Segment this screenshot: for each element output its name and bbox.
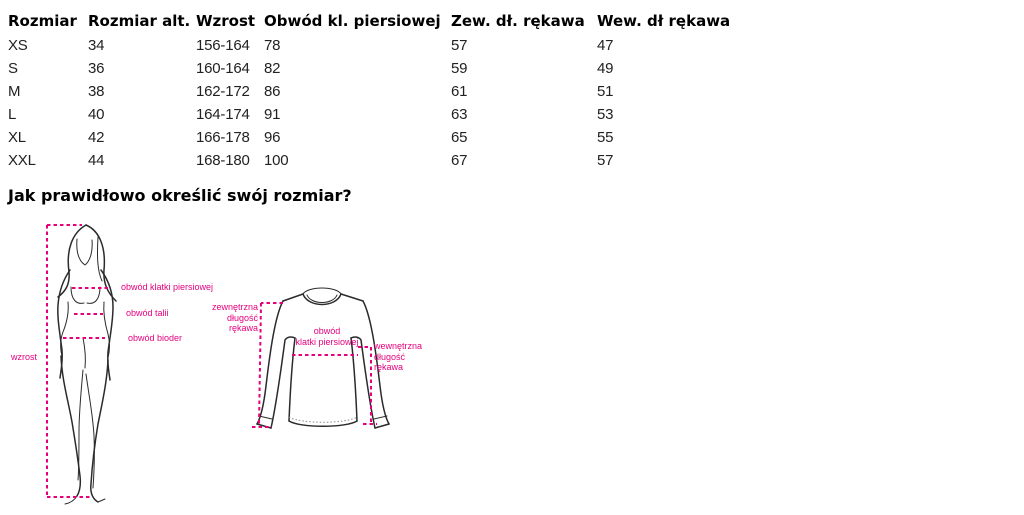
size-value: S xyxy=(8,60,18,77)
column-header-size: Rozmiar xyxy=(8,12,77,30)
size-value: XL xyxy=(8,129,26,146)
size-table-header-row: Rozmiar Rozmiar alt. Wzrost Obwód kl. pi… xyxy=(8,8,798,34)
table-row: S 36 160-164 82 59 49 xyxy=(8,57,798,80)
outer-sleeve-label-line: długość xyxy=(226,312,258,323)
inner-sleeve-label: wewnętrzna długość rękawa xyxy=(374,341,422,373)
shirt-chest-label: obwód klatki piersiowej xyxy=(282,326,372,347)
size-value: XXL xyxy=(8,152,36,169)
inner-sleeve-label-line: wewnętrzna xyxy=(374,341,423,351)
table-row: XL 42 166-178 96 65 55 xyxy=(8,126,798,149)
outer-sleeve-measure-line xyxy=(252,302,283,428)
shirt-chest-label-line: obwód xyxy=(313,326,341,336)
height-value: 160-164 xyxy=(196,60,250,77)
waist-measure-label: obwód talii xyxy=(126,308,169,318)
chest-value: 91 xyxy=(264,106,281,123)
column-header-height: Wzrost xyxy=(196,12,256,30)
alt-size-value: 34 xyxy=(88,37,105,54)
shirt-illustration xyxy=(256,287,390,429)
column-header-inner-sleeve: Wew. dł rękawa xyxy=(597,12,731,30)
inner-sleeve-value: 49 xyxy=(597,60,614,77)
chest-value: 82 xyxy=(264,60,281,77)
outer-sleeve-label: zewnętrzna długość rękawa xyxy=(200,302,258,334)
chest-value: 78 xyxy=(264,37,281,54)
height-value: 168-180 xyxy=(196,152,250,169)
inner-sleeve-value: 51 xyxy=(597,83,614,100)
size-value: M xyxy=(8,83,21,100)
size-value: XS xyxy=(8,37,28,54)
section-heading: Jak prawidłowo określić swój rozmiar? xyxy=(8,186,352,205)
measurement-diagrams xyxy=(46,224,390,505)
chest-value: 100 xyxy=(264,152,289,169)
height-value: 156-164 xyxy=(196,37,250,54)
alt-size-value: 40 xyxy=(88,106,105,123)
size-value: L xyxy=(8,106,17,123)
outer-sleeve-value: 61 xyxy=(451,83,468,100)
column-header-chest: Obwód kl. piersiowej xyxy=(264,12,441,30)
alt-size-value: 44 xyxy=(88,152,105,169)
inner-sleeve-label-line: długość xyxy=(374,351,406,362)
chest-value: 96 xyxy=(264,129,281,146)
outer-sleeve-value: 59 xyxy=(451,60,468,77)
shirt-measure-lines xyxy=(252,302,377,428)
table-row: L 40 164-174 91 63 53 xyxy=(8,103,798,126)
inner-sleeve-value: 47 xyxy=(597,37,614,54)
column-header-alt-size: Rozmiar alt. xyxy=(88,12,191,30)
outer-sleeve-value: 65 xyxy=(451,129,468,146)
outer-sleeve-label-line: zewnętrzna xyxy=(211,302,258,312)
height-value: 162-172 xyxy=(196,83,250,100)
inner-sleeve-value: 57 xyxy=(597,152,614,169)
outer-sleeve-value: 67 xyxy=(451,152,468,169)
height-value: 164-174 xyxy=(196,106,250,123)
alt-size-value: 38 xyxy=(88,83,105,100)
height-value: 166-178 xyxy=(196,129,250,146)
table-row: XS 34 156-164 78 57 47 xyxy=(8,34,798,57)
inner-sleeve-measure-line xyxy=(358,346,377,425)
female-figure-illustration xyxy=(57,224,117,505)
chest-measure-label: obwód klatki piersiowej xyxy=(121,282,214,292)
inner-sleeve-label-line: rękawa xyxy=(374,362,404,372)
table-row: M 38 162-172 86 61 51 xyxy=(8,80,798,103)
size-table: Rozmiar Rozmiar alt. Wzrost Obwód kl. pi… xyxy=(8,8,798,172)
table-row: XXL 44 168-180 100 67 57 xyxy=(8,149,798,172)
outer-sleeve-label-line: rękawa xyxy=(228,323,258,333)
hips-measure-label: obwód bioder xyxy=(128,333,183,343)
chest-value: 86 xyxy=(264,83,281,100)
alt-size-value: 42 xyxy=(88,129,105,146)
outer-sleeve-value: 63 xyxy=(451,106,468,123)
alt-size-value: 36 xyxy=(88,60,105,77)
inner-sleeve-value: 53 xyxy=(597,106,614,123)
height-measure-label: wzrost xyxy=(11,352,38,362)
outer-sleeve-value: 57 xyxy=(451,37,468,54)
column-header-outer-sleeve: Zew. dł. rękawa xyxy=(451,12,585,30)
shirt-chest-label-line: klatki piersiowej xyxy=(295,336,359,347)
figure-measure-lines xyxy=(46,224,110,498)
inner-sleeve-value: 55 xyxy=(597,129,614,146)
height-measure-line xyxy=(46,224,90,498)
